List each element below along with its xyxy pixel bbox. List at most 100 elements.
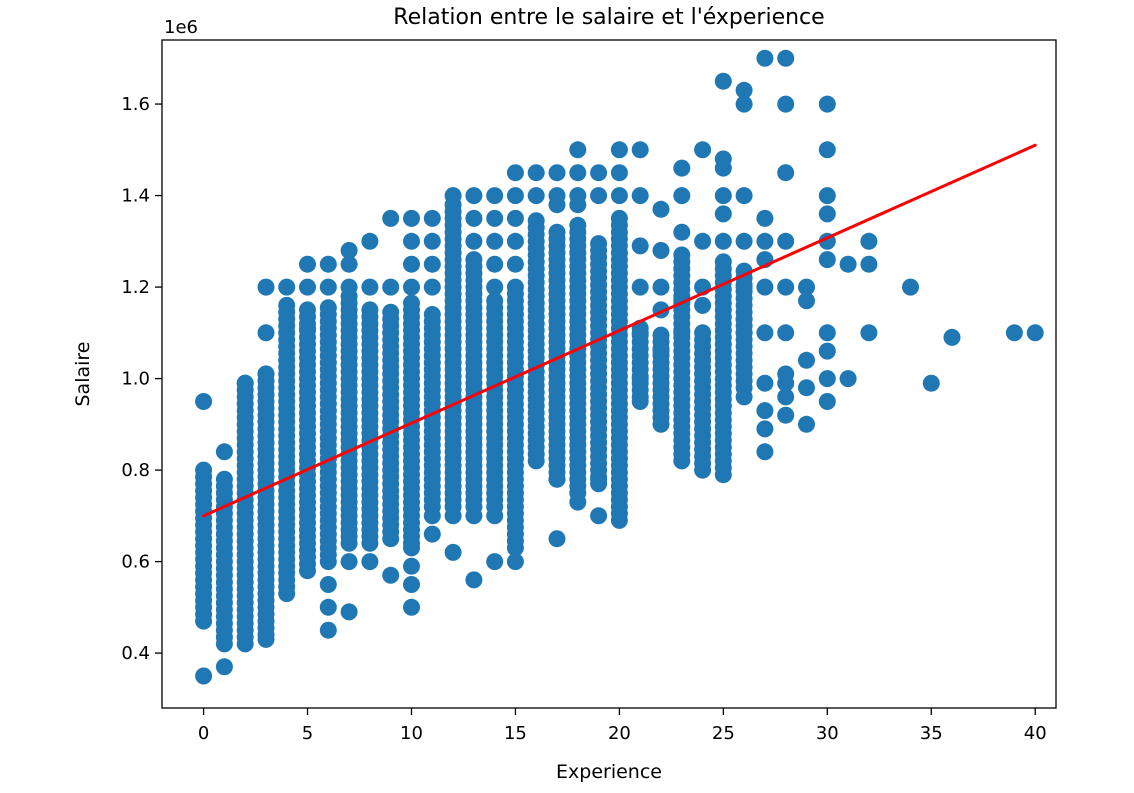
data-point xyxy=(527,164,545,182)
x-tick-label: 20 xyxy=(608,723,631,744)
data-point xyxy=(860,255,878,273)
x-tick-label: 15 xyxy=(504,723,527,744)
data-point xyxy=(319,576,337,593)
x-tick-label: 5 xyxy=(302,723,313,744)
data-point xyxy=(444,507,462,525)
data-point xyxy=(590,164,608,182)
data-point xyxy=(382,303,400,321)
regression-line xyxy=(202,143,1037,518)
data-point xyxy=(403,232,420,250)
data-point xyxy=(319,299,337,317)
data-point xyxy=(299,278,316,296)
data-point xyxy=(423,525,441,543)
plot-frame xyxy=(161,39,1057,709)
data-point xyxy=(818,342,836,360)
data-point xyxy=(403,294,420,312)
data-point xyxy=(673,159,691,177)
data-point xyxy=(465,251,483,269)
data-point xyxy=(506,164,524,182)
data-point xyxy=(340,278,358,296)
data-point xyxy=(652,278,670,296)
data-point xyxy=(735,95,753,113)
data-point xyxy=(777,406,795,424)
data-point xyxy=(631,393,649,410)
data-point xyxy=(548,223,566,241)
data-point xyxy=(486,209,504,227)
data-point xyxy=(506,209,524,227)
data-point xyxy=(1026,324,1044,342)
data-point xyxy=(486,278,504,296)
data-point xyxy=(403,209,420,227)
data-point xyxy=(631,278,649,296)
data-point xyxy=(777,388,795,406)
data-point xyxy=(465,571,483,589)
data-point xyxy=(943,328,961,346)
data-point xyxy=(610,164,628,182)
data-point xyxy=(486,553,504,571)
data-point xyxy=(652,242,670,259)
data-point xyxy=(486,292,504,310)
data-point xyxy=(506,187,524,205)
data-point xyxy=(818,251,836,269)
data-point xyxy=(798,415,815,433)
data-point xyxy=(1005,324,1023,342)
data-point xyxy=(465,209,483,227)
data-point xyxy=(756,324,774,342)
data-point xyxy=(673,187,691,205)
data-point xyxy=(506,232,524,250)
data-point xyxy=(860,324,878,342)
data-point xyxy=(569,196,587,214)
data-point xyxy=(299,319,316,337)
data-point xyxy=(215,443,233,461)
data-point xyxy=(340,553,358,571)
data-point xyxy=(215,470,233,488)
data-point xyxy=(652,200,670,218)
data-point xyxy=(798,351,815,369)
data-point xyxy=(631,141,649,159)
data-point xyxy=(465,507,483,525)
data-point xyxy=(818,370,836,388)
data-point xyxy=(527,212,545,230)
data-point xyxy=(486,507,504,525)
data-point xyxy=(569,141,587,159)
data-point xyxy=(714,205,732,223)
data-point xyxy=(798,379,815,397)
data-point xyxy=(465,187,483,205)
data-point xyxy=(423,209,441,227)
data-point xyxy=(631,370,649,388)
data-point xyxy=(735,278,753,296)
y-tick-label: 0.6 xyxy=(121,552,150,573)
data-point xyxy=(652,342,670,360)
y-tick-label: 1.4 xyxy=(121,186,150,207)
data-point xyxy=(818,141,836,159)
data-point xyxy=(506,553,524,571)
data-point xyxy=(506,278,524,296)
data-point xyxy=(403,539,420,557)
data-point xyxy=(694,296,712,314)
data-point xyxy=(777,164,795,182)
data-point xyxy=(257,365,275,383)
y-tick-label: 1.0 xyxy=(121,369,150,390)
data-point xyxy=(486,255,504,273)
data-point xyxy=(423,232,441,250)
data-point xyxy=(610,141,628,159)
data-point xyxy=(548,164,566,182)
data-point xyxy=(319,621,337,639)
data-point xyxy=(756,232,774,250)
data-point xyxy=(569,493,587,511)
data-point xyxy=(818,393,836,410)
data-point xyxy=(236,374,254,392)
data-point xyxy=(340,255,358,273)
data-point xyxy=(257,278,275,296)
data-point xyxy=(714,72,732,90)
data-point xyxy=(340,603,358,621)
data-point xyxy=(340,242,358,259)
data-point xyxy=(673,324,691,342)
data-point xyxy=(610,209,628,227)
data-point xyxy=(382,566,400,584)
data-point xyxy=(673,246,691,264)
data-point xyxy=(735,324,753,342)
data-point xyxy=(195,393,213,410)
